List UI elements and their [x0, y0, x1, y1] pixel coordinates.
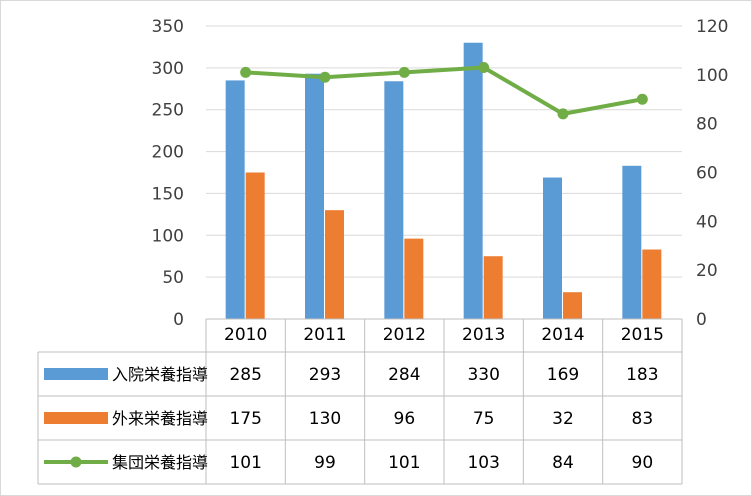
legend-label: 集団栄養指導: [112, 453, 208, 472]
bar-outpatient: [245, 172, 265, 319]
legend-key-marker: [70, 456, 82, 468]
table-cell-value: 101: [229, 453, 261, 473]
table-cell-value: 90: [632, 453, 654, 473]
bar-outpatient: [325, 210, 344, 319]
data-table: 2010 2011 2012 2013 2014 2015 入院栄養指導 285 293 284 3…: [37, 318, 683, 485]
table-cell-value: 83: [632, 409, 654, 429]
axis-layer: 0 50 100 150 200 250 300 350 0 20 40 60 80 100 120: [152, 17, 729, 330]
line-point: [557, 108, 569, 120]
table-cell-value: 330: [467, 365, 499, 385]
category-label: 2014: [541, 325, 584, 345]
bar-outpatient: [404, 238, 424, 319]
table-cell-value: 96: [394, 409, 416, 429]
bar-outpatient: [483, 256, 503, 319]
y-right-tick-label: 100: [696, 66, 728, 86]
y-left-tick-label: 350: [152, 17, 184, 37]
table-cell-value: 32: [552, 409, 574, 429]
y-right-tick-label: 20: [696, 261, 718, 281]
bar-inpatient: [622, 165, 642, 319]
category-label: 2010: [224, 325, 267, 345]
legend-key-bar: [44, 412, 108, 424]
table-cell-value: 103: [467, 453, 499, 473]
bar-inpatient: [225, 80, 245, 320]
bar-inpatient: [305, 73, 324, 320]
y-left-tick-label: 100: [152, 226, 184, 246]
bar-inpatient: [463, 42, 483, 319]
table-cell-value: 175: [229, 409, 261, 429]
bar-layer: [225, 42, 662, 320]
y-right-tick-label: 0: [696, 310, 707, 330]
table-cell-value: 183: [626, 365, 658, 385]
category-label: 2012: [383, 325, 426, 345]
category-label: 2013: [462, 325, 505, 345]
table-cell-value: 75: [473, 409, 495, 429]
line-point: [240, 66, 252, 78]
bar-inpatient: [543, 177, 562, 319]
y-left-tick-label: 0: [173, 310, 184, 330]
y-right-tick-label: 80: [696, 115, 718, 135]
y-left-tick-label: 200: [152, 143, 184, 163]
grid-layer: [206, 25, 682, 278]
table-cell-value: 84: [552, 453, 574, 473]
table-cell-value: 101: [388, 453, 420, 473]
bar-outpatient: [563, 292, 582, 319]
line-layer: [240, 62, 648, 120]
table-cell-value: 293: [309, 365, 341, 385]
legend-label: 入院栄養指導: [112, 365, 208, 384]
y-right-tick-label: 120: [696, 17, 728, 37]
y-left-tick-label: 150: [152, 184, 184, 204]
y-left-tick-label: 250: [152, 101, 184, 121]
line-point: [319, 71, 331, 83]
line-point: [636, 93, 648, 105]
table-cell-value: 169: [547, 365, 579, 385]
y-left-tick-label: 50: [162, 268, 184, 288]
y-right-tick-label: 60: [696, 164, 718, 184]
legend-key-bar: [44, 368, 108, 380]
table-cell-value: 284: [388, 365, 420, 385]
category-label: 2011: [303, 325, 346, 345]
table-cell-value: 285: [229, 365, 261, 385]
y-left-tick-label: 300: [152, 59, 184, 79]
line-group-guidance: [245, 65, 643, 116]
legend-label: 外来栄養指導: [112, 409, 208, 428]
bar-outpatient: [642, 249, 662, 319]
line-point: [478, 62, 490, 74]
y-right-tick-label: 40: [696, 212, 718, 232]
bar-inpatient: [384, 81, 404, 319]
table-cell-value: 99: [314, 453, 336, 473]
line-point: [398, 66, 410, 78]
table-cell-value: 130: [309, 409, 341, 429]
category-label: 2015: [621, 325, 664, 345]
